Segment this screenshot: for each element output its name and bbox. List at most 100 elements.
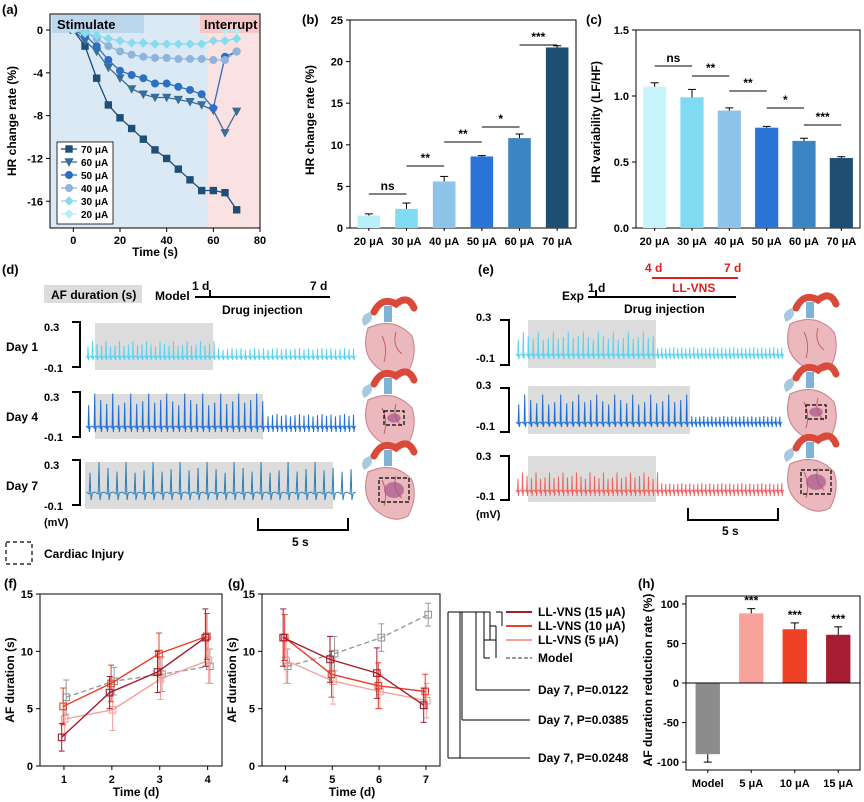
stat-5ua: Day 7, P=0.0248 <box>538 751 629 765</box>
g-point-1-1 <box>327 670 336 679</box>
a-point-4-1 <box>80 30 90 38</box>
exp-day7: 7 d <box>724 261 741 275</box>
a-xlabel: Time (s) <box>132 245 178 259</box>
g-series-line-1 <box>284 637 426 693</box>
a-point-4-8 <box>161 39 172 49</box>
interrupt-label-bg <box>200 15 260 33</box>
a-point-4-14 <box>231 33 242 44</box>
a-legend-marker-4 <box>64 196 74 206</box>
a-legend-label-2: 50 μA <box>81 171 108 182</box>
exp2-ytop: 0.3 <box>476 380 491 392</box>
exp-drug-injection: Drug injection <box>624 302 705 316</box>
model-drug-injection: Drug injection <box>222 303 303 317</box>
h-bar-0 <box>695 683 720 755</box>
f-ytick-label-15: 15 <box>21 589 33 601</box>
h-ytick-label-100: 100 <box>661 599 679 611</box>
a-xtick-label-80: 80 <box>254 235 266 247</box>
f-series-line-3 <box>65 665 211 698</box>
a-point-1-8 <box>162 93 172 103</box>
tree-leaf-2 <box>448 611 530 721</box>
day7-ytop: 0.3 <box>44 460 59 472</box>
a-point-4-10 <box>185 39 195 49</box>
a-point-4-7 <box>150 39 160 49</box>
e-time-scale-label: 5 s <box>722 524 739 538</box>
a-point-3-14 <box>232 47 241 56</box>
day4-ybot: -0.1 <box>44 432 63 444</box>
f-series-line-2 <box>64 659 209 720</box>
b-sig-label-1: ** <box>421 151 431 165</box>
a-point-4-4 <box>115 36 125 46</box>
model-day7: 7 d <box>310 279 327 293</box>
c-sig-label-1: ** <box>706 61 716 75</box>
panel-e-label: (e) <box>478 262 494 277</box>
exp3-ybot: -0.1 <box>476 491 495 503</box>
b-sig-label-2: ** <box>458 127 468 141</box>
heart-coronary-3 <box>803 327 825 359</box>
b-bar-4 <box>508 138 531 228</box>
b-sig-label-3: * <box>498 112 503 126</box>
heart-aorta-3 <box>792 292 840 312</box>
exp2-scalebar <box>500 387 510 433</box>
heart-0 <box>362 296 418 376</box>
stimulate-label: Stimulate <box>57 17 116 32</box>
c-bar-4 <box>792 140 816 228</box>
panel-d-label: (d) <box>2 262 19 277</box>
tree-branch-root <box>452 611 468 759</box>
a-point-1-9 <box>173 95 183 105</box>
a-point-3-8 <box>162 53 171 62</box>
a-point-4-9 <box>173 39 184 49</box>
g-point-0-2 <box>373 669 381 677</box>
b-ylabel: HR change rate (%) <box>303 65 317 175</box>
panel-d: (d) AF duration (s) Model 1 d 7 d Drug i… <box>2 262 357 565</box>
a-point-3-9 <box>174 54 183 63</box>
a-point-0-13 <box>221 188 229 197</box>
exp-label: Exp <box>562 289 584 303</box>
tree-inner-2 <box>484 611 497 658</box>
a-point-2-7 <box>151 79 159 88</box>
a-legend-marker-5 <box>64 209 74 219</box>
c-ytick-label-0.0: 0.0 <box>614 223 629 235</box>
c-xtick-label-3: 50 μA <box>752 236 782 248</box>
a-point-0-12 <box>209 186 218 195</box>
g-xtick-label-6: 6 <box>376 774 382 786</box>
heart-aorta-0 <box>370 296 418 316</box>
a-legend-marker-1 <box>64 158 74 167</box>
f-point-0-3 <box>201 633 210 642</box>
heart-vessel-4 <box>806 372 814 388</box>
a-point-4-3 <box>103 33 114 44</box>
a-point-2-12 <box>209 104 218 113</box>
a-point-0-5 <box>127 124 136 133</box>
a-point-0-10 <box>186 176 194 184</box>
ecg-trace-exp1 <box>515 331 785 360</box>
a-point-2-11 <box>197 90 206 99</box>
a-legend-label-3: 40 μA <box>81 184 108 195</box>
a-ytick-label--8: -8 <box>33 111 43 123</box>
b-bar-3 <box>470 156 494 228</box>
ecg-exp2-group: 0.3 -0.1 <box>476 380 783 434</box>
a-legend-marker-3 <box>65 184 73 192</box>
f-point-2-0 <box>60 715 69 723</box>
a-legend-label-4: 30 μA <box>81 197 108 208</box>
heart-vessel-0 <box>384 306 392 322</box>
a-xtick-label-40: 40 <box>161 235 173 247</box>
ecg-trace-day1 <box>85 340 357 361</box>
g-ylabel: AF duration (s) <box>225 637 239 722</box>
f-series-line-1 <box>62 635 208 708</box>
heart-injury-box-2 <box>378 477 410 503</box>
day4-label: Day 4 <box>6 410 38 424</box>
a-legend-label-5: 20 μA <box>81 210 108 221</box>
h-xtick-label-0: Model <box>692 778 724 790</box>
f-ytick-label-0: 0 <box>27 761 33 773</box>
g-legend-label-2: LL-VNS (5 μA) <box>538 633 619 647</box>
heart-ventricle-0 <box>365 323 415 376</box>
ecg-exp3-group: 0.3 -0.1 <box>476 451 785 503</box>
g-ytick-label-5: 5 <box>249 704 255 716</box>
panel-f: (f) 1 2 3 4 0 5 10 15 AF duration (s) Time (d) <box>3 576 223 799</box>
a-point-2-6 <box>139 74 148 83</box>
b-xtick-label-5: 70 μA <box>542 236 572 248</box>
h-ytick-label-50: 50 <box>667 638 679 650</box>
panel-f-label: (f) <box>4 576 17 591</box>
a-point-1-13 <box>220 129 230 138</box>
ecg-exp1-group: 0.3 -0.1 <box>476 312 785 368</box>
